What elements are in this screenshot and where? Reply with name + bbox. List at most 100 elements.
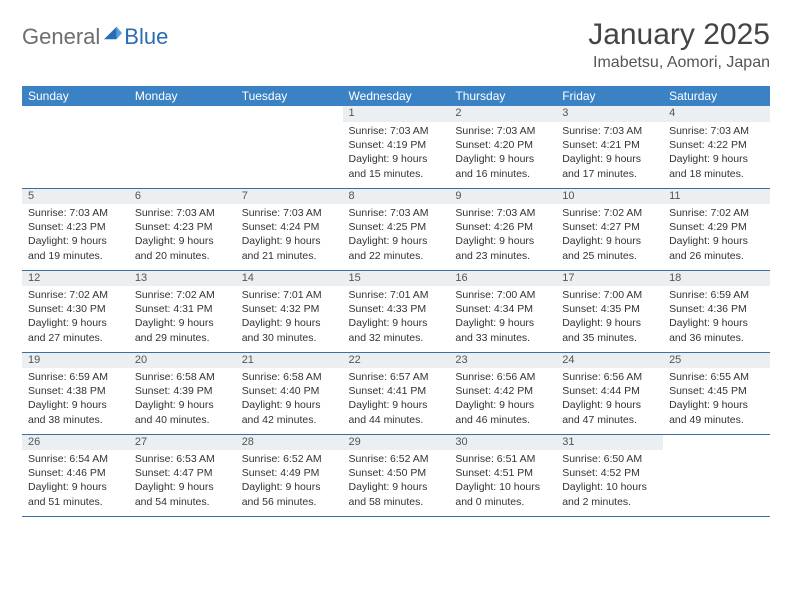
day-number-cell: 28 [236, 434, 343, 450]
day-content-cell: Sunrise: 7:03 AMSunset: 4:24 PMDaylight:… [236, 204, 343, 270]
day-content-cell: Sunrise: 6:52 AMSunset: 4:50 PMDaylight:… [343, 450, 450, 516]
daylight-text-1: Daylight: 9 hours [349, 398, 444, 412]
sunset-text: Sunset: 4:34 PM [455, 302, 550, 316]
header: General Blue January 2025 Imabetsu, Aomo… [22, 18, 770, 72]
sunset-text: Sunset: 4:47 PM [135, 466, 230, 480]
weekday-header: Sunday [22, 86, 129, 106]
sunset-text: Sunset: 4:50 PM [349, 466, 444, 480]
day-number-cell: 23 [449, 352, 556, 368]
daylight-text-1: Daylight: 9 hours [562, 152, 657, 166]
daylight-text-1: Daylight: 9 hours [135, 480, 230, 494]
day-number-cell: 30 [449, 434, 556, 450]
day-content-cell: Sunrise: 6:52 AMSunset: 4:49 PMDaylight:… [236, 450, 343, 516]
daylight-text-2: and 47 minutes. [562, 413, 657, 427]
day-number-cell: 2 [449, 106, 556, 122]
daylight-text-1: Daylight: 10 hours [455, 480, 550, 494]
day-content-cell: Sunrise: 7:03 AMSunset: 4:23 PMDaylight:… [129, 204, 236, 270]
sunset-text: Sunset: 4:36 PM [669, 302, 764, 316]
sunset-text: Sunset: 4:40 PM [242, 384, 337, 398]
daylight-text-1: Daylight: 9 hours [455, 152, 550, 166]
sunrise-text: Sunrise: 6:52 AM [349, 452, 444, 466]
month-title: January 2025 [588, 18, 770, 52]
daylight-text-2: and 18 minutes. [669, 167, 764, 181]
sunrise-text: Sunrise: 7:03 AM [455, 206, 550, 220]
daylight-text-1: Daylight: 9 hours [349, 316, 444, 330]
daylight-text-1: Daylight: 9 hours [135, 398, 230, 412]
daylight-text-2: and 33 minutes. [455, 331, 550, 345]
daylight-text-2: and 22 minutes. [349, 249, 444, 263]
daylight-text-1: Daylight: 9 hours [242, 398, 337, 412]
day-content-row: Sunrise: 7:03 AMSunset: 4:19 PMDaylight:… [22, 122, 770, 188]
calendar-table: Sunday Monday Tuesday Wednesday Thursday… [22, 86, 770, 517]
day-number-cell: 26 [22, 434, 129, 450]
day-content-cell: Sunrise: 6:56 AMSunset: 4:44 PMDaylight:… [556, 368, 663, 434]
day-number-cell: 31 [556, 434, 663, 450]
day-content-row: Sunrise: 7:02 AMSunset: 4:30 PMDaylight:… [22, 286, 770, 352]
daylight-text-1: Daylight: 9 hours [28, 398, 123, 412]
sunrise-text: Sunrise: 7:03 AM [349, 124, 444, 138]
day-content-cell: Sunrise: 7:03 AMSunset: 4:20 PMDaylight:… [449, 122, 556, 188]
weekday-header: Wednesday [343, 86, 450, 106]
daylight-text-1: Daylight: 9 hours [242, 234, 337, 248]
sunset-text: Sunset: 4:21 PM [562, 138, 657, 152]
daylight-text-2: and 38 minutes. [28, 413, 123, 427]
sunset-text: Sunset: 4:29 PM [669, 220, 764, 234]
daylight-text-2: and 26 minutes. [669, 249, 764, 263]
day-content-cell [129, 122, 236, 188]
location-text: Imabetsu, Aomori, Japan [588, 54, 770, 72]
day-content-cell: Sunrise: 6:51 AMSunset: 4:51 PMDaylight:… [449, 450, 556, 516]
day-number-cell: 20 [129, 352, 236, 368]
day-number-cell: 27 [129, 434, 236, 450]
sunrise-text: Sunrise: 6:58 AM [242, 370, 337, 384]
sunrise-text: Sunrise: 7:01 AM [242, 288, 337, 302]
sunset-text: Sunset: 4:31 PM [135, 302, 230, 316]
sunrise-text: Sunrise: 7:03 AM [562, 124, 657, 138]
day-number-cell [129, 106, 236, 122]
daylight-text-1: Daylight: 9 hours [669, 234, 764, 248]
sunset-text: Sunset: 4:24 PM [242, 220, 337, 234]
sunrise-text: Sunrise: 6:59 AM [28, 370, 123, 384]
sunrise-text: Sunrise: 6:56 AM [455, 370, 550, 384]
daylight-text-2: and 49 minutes. [669, 413, 764, 427]
daylight-text-2: and 42 minutes. [242, 413, 337, 427]
sunset-text: Sunset: 4:41 PM [349, 384, 444, 398]
daylight-text-1: Daylight: 9 hours [669, 398, 764, 412]
sunrise-text: Sunrise: 6:52 AM [242, 452, 337, 466]
day-number-cell: 10 [556, 188, 663, 204]
sunset-text: Sunset: 4:23 PM [28, 220, 123, 234]
day-number-cell: 29 [343, 434, 450, 450]
day-content-cell: Sunrise: 7:03 AMSunset: 4:19 PMDaylight:… [343, 122, 450, 188]
day-number-cell: 7 [236, 188, 343, 204]
weekday-header: Friday [556, 86, 663, 106]
day-content-cell: Sunrise: 6:55 AMSunset: 4:45 PMDaylight:… [663, 368, 770, 434]
daylight-text-2: and 29 minutes. [135, 331, 230, 345]
daylight-text-2: and 15 minutes. [349, 167, 444, 181]
day-content-cell: Sunrise: 6:58 AMSunset: 4:39 PMDaylight:… [129, 368, 236, 434]
sunrise-text: Sunrise: 7:02 AM [28, 288, 123, 302]
day-content-cell: Sunrise: 7:02 AMSunset: 4:27 PMDaylight:… [556, 204, 663, 270]
daylight-text-2: and 2 minutes. [562, 495, 657, 509]
sunrise-text: Sunrise: 7:03 AM [669, 124, 764, 138]
day-number-cell: 18 [663, 270, 770, 286]
daylight-text-1: Daylight: 9 hours [562, 316, 657, 330]
sunset-text: Sunset: 4:44 PM [562, 384, 657, 398]
daylight-text-1: Daylight: 9 hours [669, 316, 764, 330]
daylight-text-1: Daylight: 9 hours [28, 480, 123, 494]
daylight-text-2: and 40 minutes. [135, 413, 230, 427]
daylight-text-2: and 20 minutes. [135, 249, 230, 263]
daylight-text-1: Daylight: 9 hours [562, 398, 657, 412]
daylight-text-2: and 54 minutes. [135, 495, 230, 509]
sunset-text: Sunset: 4:52 PM [562, 466, 657, 480]
day-content-cell: Sunrise: 7:01 AMSunset: 4:33 PMDaylight:… [343, 286, 450, 352]
daylight-text-1: Daylight: 9 hours [669, 152, 764, 166]
daylight-text-2: and 56 minutes. [242, 495, 337, 509]
sunset-text: Sunset: 4:38 PM [28, 384, 123, 398]
sunrise-text: Sunrise: 6:56 AM [562, 370, 657, 384]
day-number-cell: 17 [556, 270, 663, 286]
daylight-text-2: and 51 minutes. [28, 495, 123, 509]
daylight-text-1: Daylight: 9 hours [28, 316, 123, 330]
sunrise-text: Sunrise: 7:01 AM [349, 288, 444, 302]
sunset-text: Sunset: 4:26 PM [455, 220, 550, 234]
sunrise-text: Sunrise: 7:02 AM [562, 206, 657, 220]
day-number-cell: 4 [663, 106, 770, 122]
